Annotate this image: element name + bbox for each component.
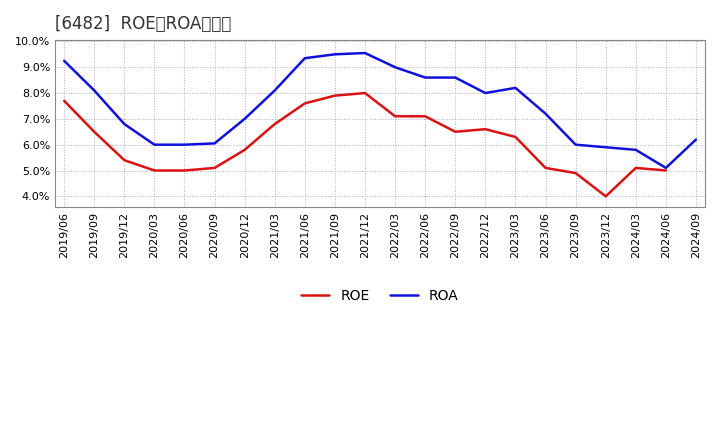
ROE [90, 129, 99, 134]
ROA [271, 88, 279, 93]
ROE [300, 101, 309, 106]
ROE [481, 127, 490, 132]
ROE [421, 114, 430, 119]
ROE [120, 158, 129, 163]
ROA [571, 142, 580, 147]
ROA [150, 142, 158, 147]
ROA [421, 75, 430, 80]
ROA [90, 88, 99, 93]
ROE [451, 129, 459, 134]
ROA [541, 111, 550, 116]
ROA [361, 51, 369, 56]
ROA [692, 137, 701, 142]
ROA [631, 147, 640, 153]
ROE [60, 98, 68, 103]
ROA [300, 55, 309, 61]
ROA [330, 51, 339, 57]
Line: ROA: ROA [64, 53, 696, 168]
ROE [571, 170, 580, 176]
ROA [60, 58, 68, 63]
ROA [481, 90, 490, 95]
ROE [631, 165, 640, 171]
ROE [511, 134, 520, 139]
ROA [391, 65, 400, 70]
ROA [210, 141, 219, 146]
ROE [150, 168, 158, 173]
ROE [180, 168, 189, 173]
ROE [271, 121, 279, 127]
ROE [662, 168, 670, 173]
ROA [180, 142, 189, 147]
ROE [541, 165, 550, 171]
ROE [330, 93, 339, 98]
ROA [601, 145, 610, 150]
ROA [120, 121, 129, 127]
ROA [451, 75, 459, 80]
Line: ROE: ROE [64, 93, 666, 196]
ROA [240, 116, 249, 121]
ROE [210, 165, 219, 171]
ROE [601, 194, 610, 199]
ROE [361, 90, 369, 95]
ROE [391, 114, 400, 119]
ROE [240, 147, 249, 153]
ROA [662, 165, 670, 171]
ROA [511, 85, 520, 91]
Text: [6482]  ROE、ROAの推移: [6482] ROE、ROAの推移 [55, 15, 232, 33]
Legend: ROE, ROA: ROE, ROA [296, 283, 464, 308]
